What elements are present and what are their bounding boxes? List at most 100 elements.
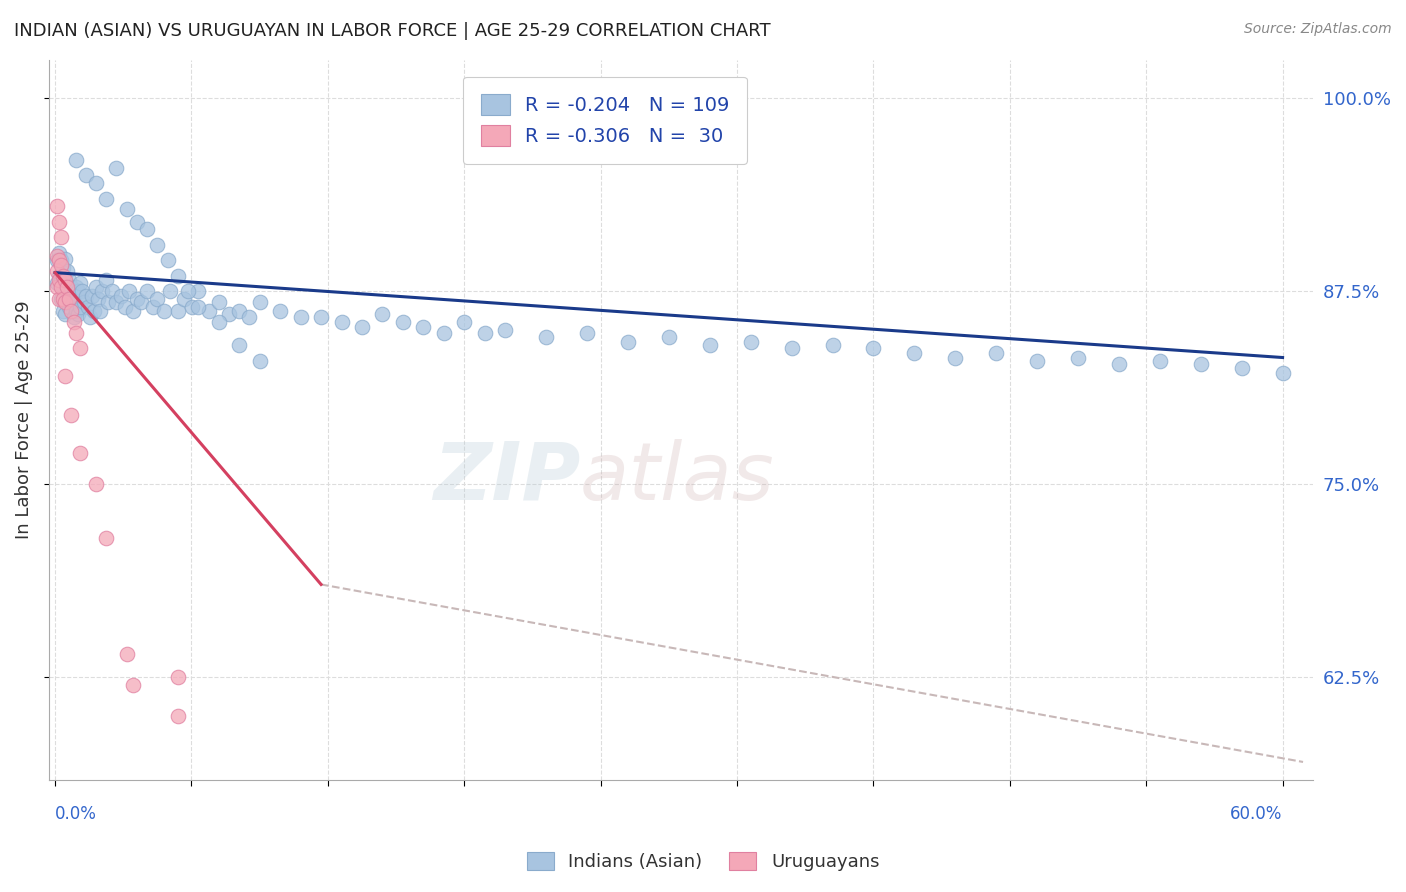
Point bbox=[84, 477, 107, 491]
Point bbox=[821, 338, 844, 352]
Point bbox=[392, 315, 415, 329]
Point bbox=[534, 330, 557, 344]
Point bbox=[52, 292, 75, 306]
Point bbox=[79, 310, 101, 325]
Point bbox=[96, 531, 118, 545]
Point bbox=[51, 273, 73, 287]
Point bbox=[76, 300, 98, 314]
Point bbox=[96, 192, 118, 206]
Point bbox=[51, 253, 73, 268]
Text: INDIAN (ASIAN) VS URUGUAYAN IN LABOR FORCE | AGE 25-29 CORRELATION CHART: INDIAN (ASIAN) VS URUGUAYAN IN LABOR FOR… bbox=[14, 22, 770, 40]
Point bbox=[91, 284, 114, 298]
Point bbox=[58, 273, 80, 287]
Point bbox=[60, 408, 83, 422]
Point bbox=[125, 215, 148, 229]
Point bbox=[97, 295, 120, 310]
Point bbox=[46, 264, 69, 278]
Point bbox=[474, 326, 496, 340]
Point bbox=[60, 295, 83, 310]
Point bbox=[228, 338, 250, 352]
Point bbox=[218, 307, 240, 321]
Point bbox=[84, 279, 107, 293]
Point bbox=[105, 295, 128, 310]
Point bbox=[53, 307, 76, 321]
Point bbox=[105, 161, 128, 175]
Point bbox=[52, 304, 75, 318]
Point bbox=[51, 258, 73, 272]
Point bbox=[166, 268, 188, 283]
Point bbox=[228, 304, 250, 318]
Point bbox=[62, 310, 84, 325]
Point bbox=[187, 284, 209, 298]
Point bbox=[101, 284, 124, 298]
Point bbox=[121, 304, 143, 318]
Point bbox=[52, 268, 75, 283]
Point bbox=[66, 284, 89, 298]
Point bbox=[62, 289, 84, 303]
Point bbox=[48, 215, 70, 229]
Point bbox=[433, 326, 456, 340]
Point bbox=[51, 279, 73, 293]
Point bbox=[48, 268, 70, 283]
Point bbox=[238, 310, 260, 325]
Point bbox=[48, 292, 70, 306]
Point bbox=[115, 647, 138, 661]
Point bbox=[494, 323, 516, 337]
Text: 60.0%: 60.0% bbox=[1230, 805, 1282, 823]
Point bbox=[51, 230, 73, 244]
Point bbox=[66, 307, 89, 321]
Point bbox=[943, 351, 966, 365]
Point bbox=[114, 300, 136, 314]
Point bbox=[62, 315, 84, 329]
Point bbox=[83, 304, 105, 318]
Point bbox=[60, 304, 83, 318]
Point bbox=[576, 326, 599, 340]
Text: ZIP: ZIP bbox=[433, 439, 581, 516]
Point bbox=[136, 284, 159, 298]
Point bbox=[780, 341, 803, 355]
Point bbox=[48, 245, 70, 260]
Point bbox=[53, 369, 76, 384]
Point bbox=[181, 300, 204, 314]
Point bbox=[56, 279, 79, 293]
Point bbox=[1067, 351, 1090, 365]
Point bbox=[350, 319, 373, 334]
Point bbox=[159, 284, 181, 298]
Point bbox=[52, 279, 75, 293]
Point bbox=[412, 319, 434, 334]
Point bbox=[166, 304, 188, 318]
Point bbox=[1108, 357, 1130, 371]
Point bbox=[371, 307, 394, 321]
Point bbox=[146, 292, 169, 306]
Point bbox=[60, 279, 83, 293]
Point bbox=[75, 289, 97, 303]
Point bbox=[48, 253, 70, 268]
Point bbox=[73, 295, 96, 310]
Point bbox=[166, 708, 188, 723]
Point bbox=[46, 249, 69, 263]
Point bbox=[53, 295, 76, 310]
Point bbox=[249, 295, 271, 310]
Point bbox=[453, 315, 475, 329]
Point bbox=[269, 304, 291, 318]
Point bbox=[84, 176, 107, 190]
Text: 0.0%: 0.0% bbox=[55, 805, 97, 823]
Point bbox=[740, 335, 762, 350]
Point bbox=[129, 295, 152, 310]
Point bbox=[87, 292, 110, 306]
Point bbox=[75, 169, 97, 183]
Point bbox=[69, 277, 91, 291]
Point bbox=[1271, 366, 1294, 380]
Legend: R = -0.204   N = 109, R = -0.306   N =  30: R = -0.204 N = 109, R = -0.306 N = 30 bbox=[463, 77, 748, 163]
Point bbox=[69, 446, 91, 460]
Point bbox=[309, 310, 332, 325]
Point bbox=[121, 678, 143, 692]
Point bbox=[125, 292, 148, 306]
Point bbox=[58, 292, 80, 306]
Point bbox=[903, 346, 925, 360]
Point bbox=[46, 279, 69, 293]
Point bbox=[166, 670, 188, 684]
Point bbox=[110, 289, 132, 303]
Point bbox=[152, 304, 174, 318]
Point bbox=[96, 273, 118, 287]
